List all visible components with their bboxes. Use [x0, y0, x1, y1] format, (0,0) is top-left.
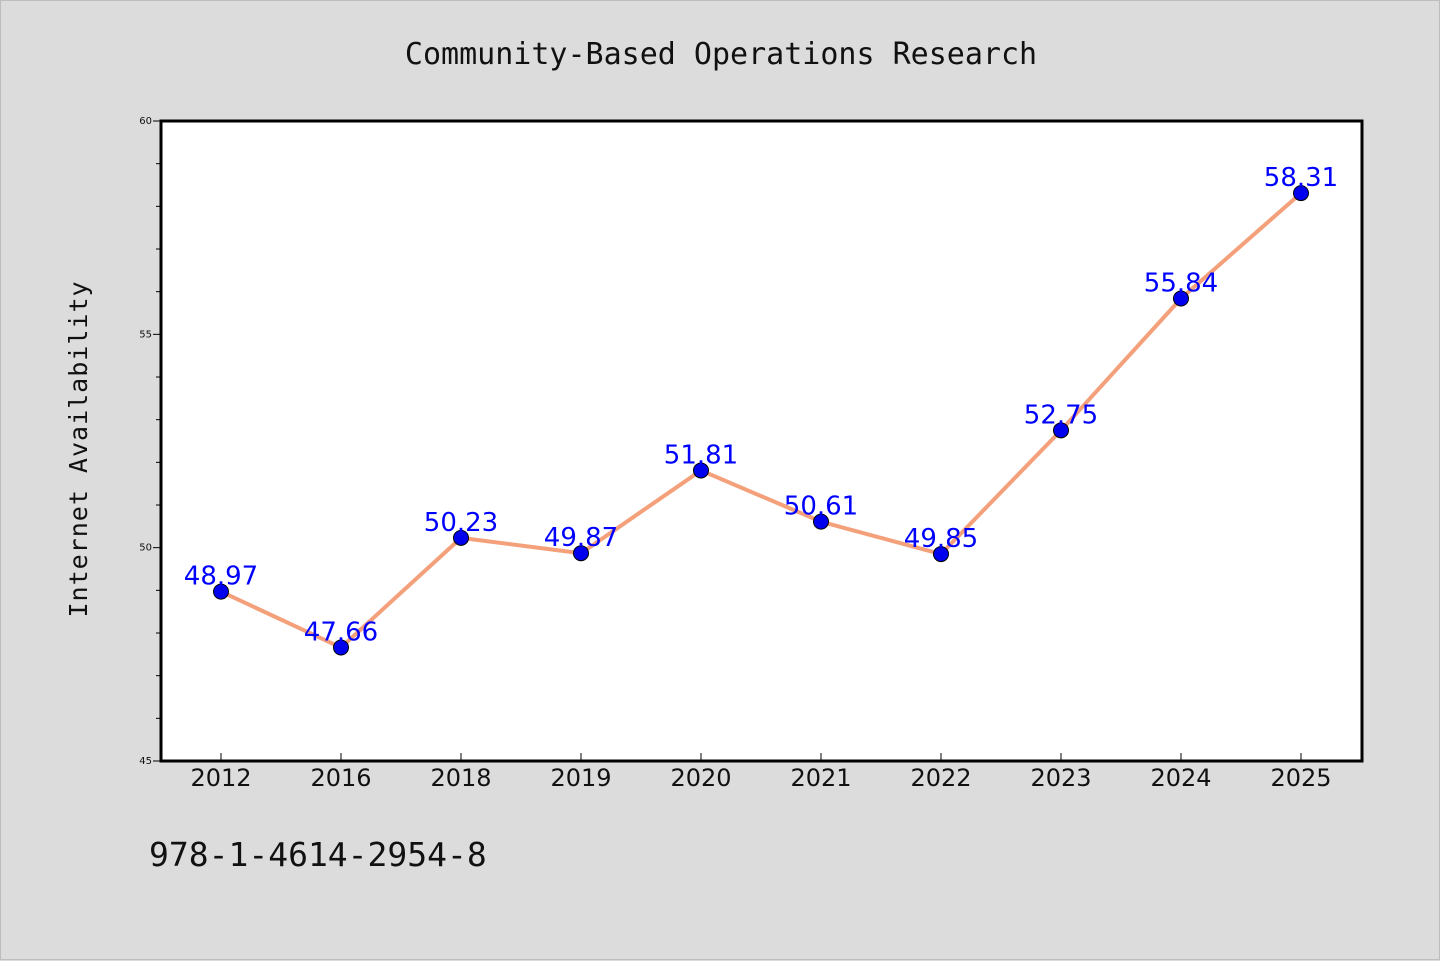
data-point	[453, 529, 469, 546]
data-label: 47.66	[304, 618, 378, 648]
data-label: 58.31	[1264, 163, 1338, 193]
x-tick-label: 2016	[310, 764, 371, 792]
data-point	[573, 545, 589, 562]
y-tick-label: 45	[139, 756, 152, 767]
data-point	[813, 513, 829, 530]
plot-area	[159, 119, 1364, 763]
x-tick-label: 2018	[430, 764, 491, 792]
data-label: 55.84	[1144, 268, 1218, 298]
footer-code: 978-1-4614-2954-8	[149, 835, 487, 874]
x-tick-label: 2025	[1270, 764, 1331, 792]
data-label: 52.75	[1024, 400, 1098, 430]
y-axis-label: Internet Availability	[64, 280, 93, 617]
data-point	[1293, 185, 1309, 202]
y-tick-label: 50	[139, 543, 152, 554]
data-label: 49.85	[904, 524, 978, 554]
series-line	[219, 191, 1303, 650]
data-point	[213, 583, 229, 600]
x-tick-label: 2019	[550, 764, 611, 792]
series-line-group	[219, 191, 1303, 650]
x-axis-ticks: 2012 2016 2018 2019 2020 2021 2022 2023 2024 2025	[190, 753, 1332, 792]
data-point	[1053, 422, 1069, 439]
data-labels-group: 48.97 47.66 50.23 49.87 51.81 50.61 49.85 52.75…	[184, 163, 1338, 647]
x-tick-label: 2020	[670, 764, 731, 792]
data-label: 49.87	[544, 523, 618, 553]
data-points-group	[213, 185, 1309, 656]
data-point	[1173, 290, 1189, 307]
data-label: 50.61	[784, 492, 858, 522]
data-point	[693, 462, 709, 479]
data-point	[333, 639, 349, 656]
x-tick-label: 2012	[190, 764, 251, 792]
data-label: 48.97	[184, 562, 258, 592]
data-label: 51.81	[664, 440, 738, 470]
x-tick-label: 2024	[1150, 764, 1211, 792]
x-tick-label: 2022	[910, 764, 971, 792]
x-tick-label: 2023	[1030, 764, 1091, 792]
y-tick-label: 55	[139, 329, 152, 340]
y-axis-ticks: 45 50 55 60	[139, 116, 160, 767]
data-point	[933, 546, 949, 563]
y-tick-label: 60	[139, 116, 152, 127]
data-label: 50.23	[424, 508, 498, 538]
x-tick-label: 2021	[790, 764, 851, 792]
chart-title: Community-Based Operations Research	[405, 37, 1037, 72]
